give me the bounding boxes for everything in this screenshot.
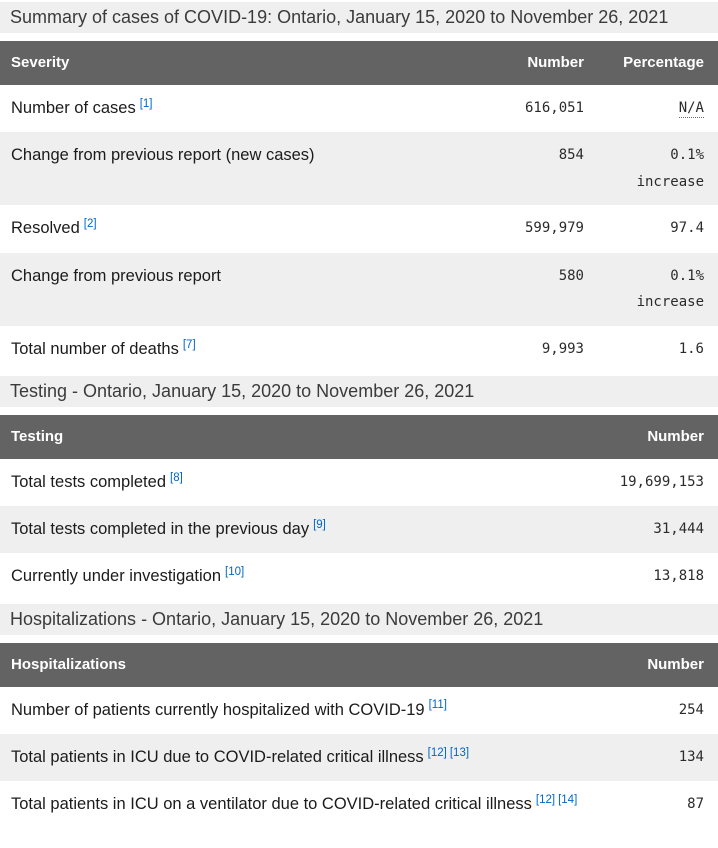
percentage-value: N/A [590,85,718,132]
column-header-testing: Testing [0,415,588,460]
row-label: Number of cases [11,99,136,117]
footnote-ref: [12] [536,794,555,806]
footnote-link-7[interactable]: [7] [182,338,196,351]
table-row: Resolved [2] 599,979 97.4 [0,205,718,252]
footnote-link-14[interactable]: [14] [558,793,578,806]
column-header-number: Number [598,642,718,687]
column-header-severity: Severity [0,41,494,85]
footnote-link-12b[interactable]: [12] [535,793,556,806]
summary-of-cases-section: Summary of cases of COVID-19: Ontario, J… [0,2,718,373]
table-row: Total patients in ICU on a ventilator du… [0,781,718,828]
number-value: 254 [678,701,704,718]
row-label: Total patients in ICU due to COVID-relat… [11,747,424,766]
row-label: Total tests completed in the previous da… [11,520,310,539]
row-label-cell: Number of cases [1] [0,85,494,132]
column-header-percentage: Percentage [590,41,718,85]
row-label: Change from previous report [11,266,222,285]
number-value: 134 [678,748,704,765]
row-label: Currently under investigation [11,567,222,586]
row-label: Change from previous report (new cases) [11,146,315,165]
percentage-value: 1.6 [678,340,704,357]
table-header-row: Testing Number [0,415,718,460]
footnote-link-13[interactable]: [13] [449,746,470,759]
footnote-link-10[interactable]: [10] [225,566,245,579]
percentage-value: 0.1% increase [636,267,704,311]
footnote-ref: [2] [84,218,97,230]
row-label: Resolved [11,219,80,238]
row-label-cell: Currently under investigation [10] [0,553,588,600]
row-label-cell: Total tests completed in the previous da… [0,506,588,553]
footnote-link-9[interactable]: [9] [313,518,326,531]
row-label-cell: Change from previous report (new cases) [0,132,494,205]
number-value: 616,051 [524,100,584,116]
row-label-cell: Total tests completed [8] [0,459,588,506]
footnote-ref: [9] [313,519,326,531]
footnote-link-8[interactable]: [8] [170,471,183,484]
table-header-row: Hospitalizations Number [0,642,718,687]
summary-table-caption: Summary of cases of COVID-19: Ontario, J… [0,2,718,33]
number-value: 19,699,153 [619,474,704,491]
footnote-link-12[interactable]: [12] [427,746,447,759]
row-label-cell: Change from previous report [0,253,494,326]
table-row: Total number of deaths [7] 9,993 1.6 [0,326,718,373]
na-abbreviation: N/A [678,100,704,118]
column-header-number: Number [588,415,718,460]
table-row: Change from previous report 580 0.1% inc… [0,252,718,326]
table-row: Currently under investigation [10] 13,818 [0,553,718,600]
hospitalizations-section: Hospitalizations - Ontario, January 15, … [0,603,718,829]
row-label: Total patients in ICU on a ventilator du… [11,795,532,814]
row-label: Total number of deaths [11,339,179,358]
number-value: 87 [687,796,704,813]
number-value: 31,444 [653,521,704,538]
number-value: 599,979 [524,220,584,237]
table-row: Number of patients currently hospitalize… [0,687,718,734]
row-label-cell: Resolved [2] [0,205,494,252]
table-row: Change from previous report (new cases) … [0,132,718,206]
footnote-ref: [13] [450,747,469,759]
number-value: 9,993 [541,340,584,357]
footnote-ref: [11] [428,699,447,712]
row-label-cell: Total patients in ICU due to COVID-relat… [0,734,598,781]
testing-table: Testing Number Total tests completed [8] … [0,415,718,601]
percentage-value: 97.4 [670,220,704,237]
column-header-hospitalizations: Hospitalizations [0,642,598,687]
footnote-ref: [1] [140,98,153,110]
footnote-ref: [12] [428,747,447,759]
column-header-number: Number [494,41,590,85]
table-header-row: Severity Number Percentage [0,41,718,85]
footnote-ref: [7] [183,339,196,351]
footnote-ref: [14] [558,794,577,806]
row-label-cell: Total patients in ICU on a ventilator du… [0,781,598,828]
number-value: 580 [558,267,584,284]
hospitalizations-table: Hospitalizations Number Number of patien… [0,642,718,829]
summary-of-cases-table: Severity Number Percentage Number of cas… [0,41,718,373]
footnote-ref: [8] [170,472,183,484]
table-row: Number of cases [1] 616,051 N/A [0,85,718,132]
number-value: 854 [558,147,584,164]
row-label-cell: Number of patients currently hospitalize… [0,687,598,734]
row-label: Number of patients currently hospitalize… [11,700,425,719]
footnote-ref: [10] [225,566,244,578]
testing-section: Testing - Ontario, January 15, 2020 to N… [0,376,718,601]
row-label-cell: Total number of deaths [7] [0,326,494,373]
footnote-link-1[interactable]: [1] [139,97,153,110]
footnote-link-2[interactable]: [2] [83,218,97,231]
table-row: Total patients in ICU due to COVID-relat… [0,733,718,782]
testing-table-caption: Testing - Ontario, January 15, 2020 to N… [0,376,718,408]
row-label: Total tests completed [11,473,166,492]
table-row: Total tests completed [8] 19,699,153 [0,459,718,506]
table-row: Total tests completed in the previous da… [0,506,718,554]
percentage-value: 0.1% increase [636,147,704,190]
hospitalizations-table-caption: Hospitalizations - Ontario, January 15, … [0,603,718,635]
footnote-link-11[interactable]: [11] [428,699,447,712]
number-value: 13,818 [653,568,704,585]
